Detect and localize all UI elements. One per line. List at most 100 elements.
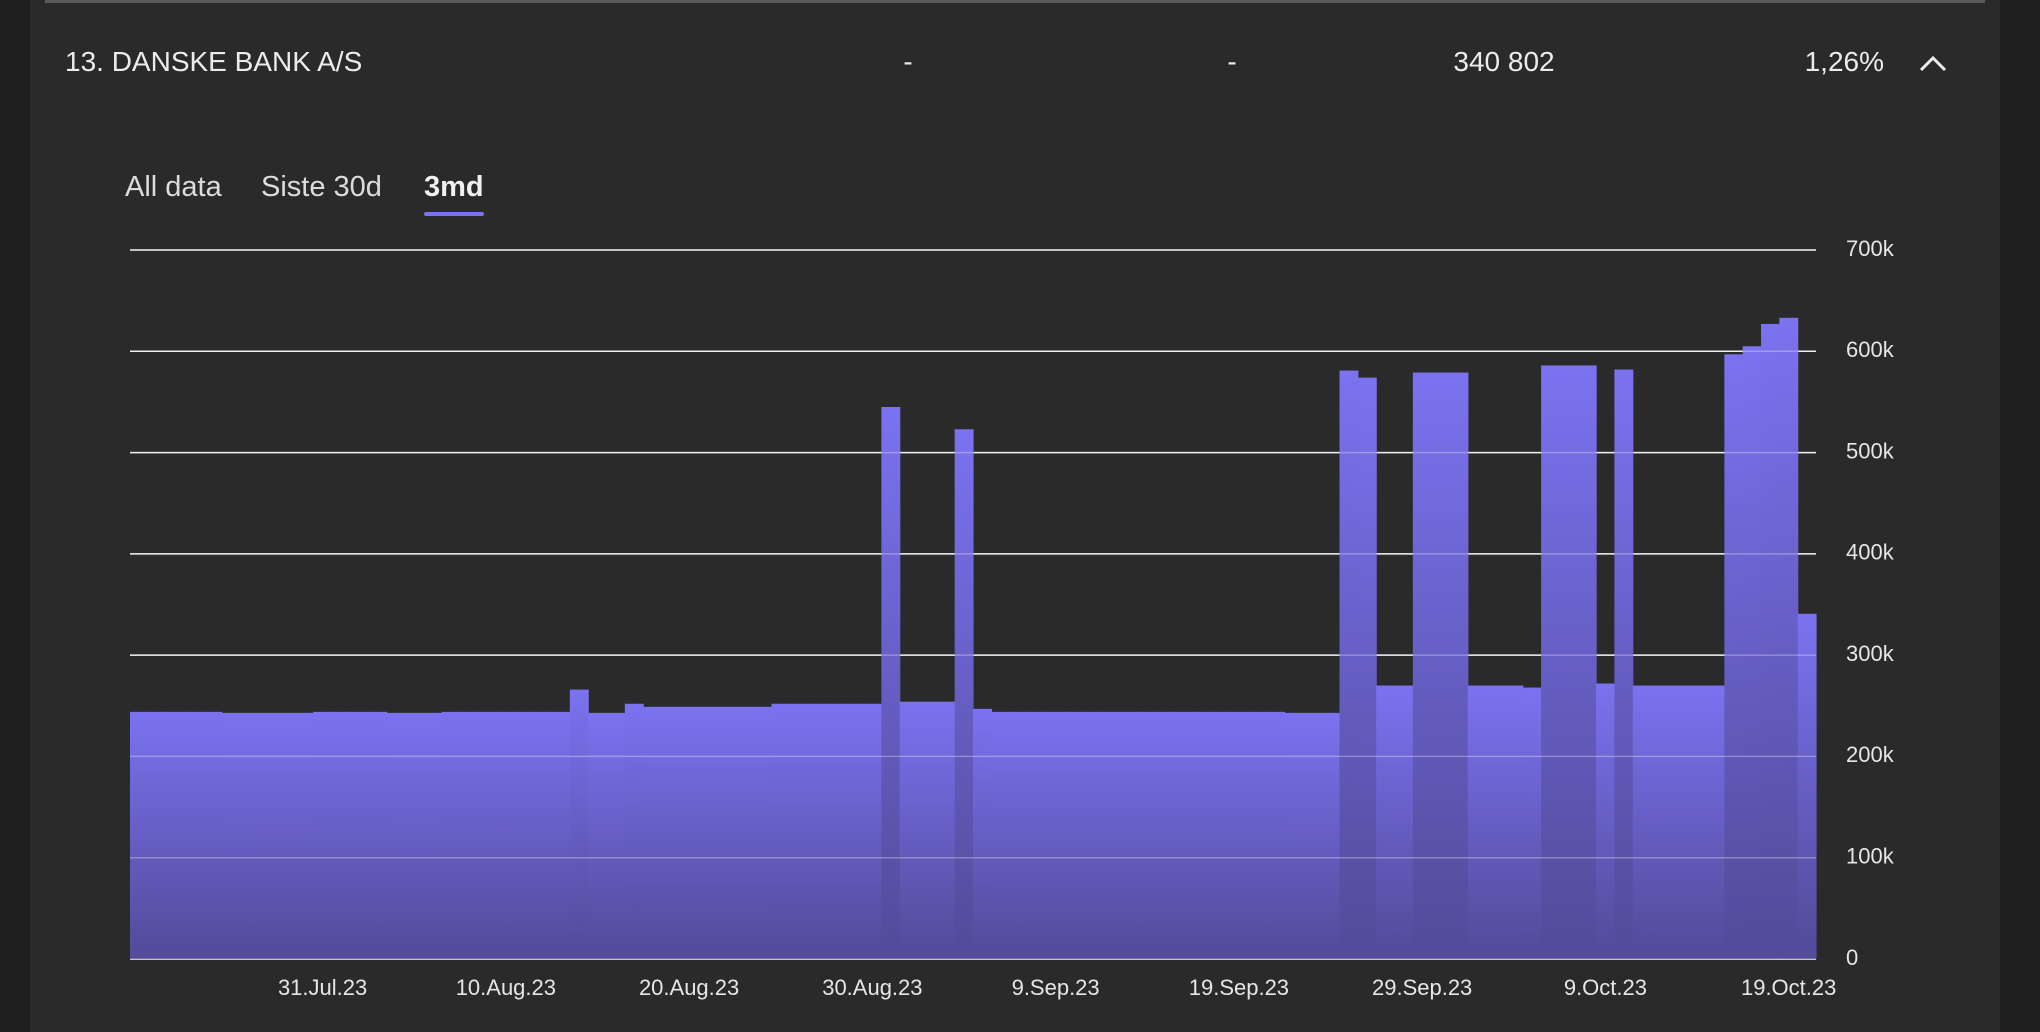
area-step [239,712,259,959]
area-step [130,711,149,959]
y-tick-label: 500k [1846,438,1895,463]
area-step [1614,369,1634,959]
area-step [1449,372,1469,959]
area-step [1504,685,1524,959]
area-step [863,703,882,959]
area-step [771,703,791,959]
collapse-chevron[interactable] [1913,45,1953,85]
area-step [221,712,241,959]
x-tick-label: 29.Sep.23 [1372,975,1472,1000]
tab[interactable]: Siste 30d [261,171,382,203]
area-step [404,712,424,959]
area-step [1101,711,1121,959]
y-tick-label: 700k [1846,236,1895,261]
area-step [331,711,351,959]
row-value: - [1227,46,1237,77]
x-tick-label: 31.Jul.23 [278,975,367,1000]
area-step [753,706,773,959]
area-step [1266,711,1286,959]
tab[interactable]: All data [125,171,222,203]
area-step [533,711,553,959]
area-step [661,706,681,959]
area-step [1779,317,1799,959]
area-step [276,712,296,959]
area-step [1192,711,1212,959]
area-step [1669,685,1689,959]
x-tick-label: 9.Oct.23 [1564,975,1647,1000]
area-step [1082,711,1102,959]
y-tick-label: 400k [1846,540,1895,565]
area-step [1541,365,1561,960]
area-step [166,711,186,959]
x-tick-label: 19.Oct.23 [1741,975,1836,1000]
area-step [624,703,644,959]
area-step [1321,712,1341,959]
area-step [899,701,919,959]
x-tick-label: 9.Sep.23 [1012,975,1100,1000]
area-step [936,701,956,959]
area-step [1302,712,1322,959]
area-step [258,712,278,959]
area-step [1651,685,1670,959]
area-step [789,703,809,959]
area-step [1706,685,1725,959]
area-step [606,712,626,959]
area-step [459,711,479,959]
area-step [1394,685,1414,959]
y-tick-label: 0 [1846,945,1858,970]
area-step [148,711,168,959]
area-step [1009,711,1029,959]
area-step [1724,354,1744,959]
area-step [1046,711,1066,959]
area-step [1027,711,1047,959]
area-step [1559,365,1579,960]
area-step [1156,711,1176,959]
area-step [1119,711,1139,959]
area-step [1486,685,1506,959]
area-step [643,706,663,959]
x-tick-label: 19.Sep.23 [1189,975,1289,1000]
area-step [441,711,461,959]
x-tick-label: 20.Aug.23 [639,975,739,1000]
area-step [1687,685,1707,959]
y-tick-label: 100k [1846,844,1895,869]
area-step [826,703,846,959]
area-step [716,706,736,959]
area-step [1742,346,1762,959]
area-step [1247,711,1267,959]
row-value: 1,26% [1804,46,1884,77]
area-step [386,712,406,959]
area-step [1522,687,1542,959]
row-value: 340 802 [1453,46,1555,77]
area-step [294,712,314,959]
y-tick-label: 300k [1846,641,1895,666]
area-step [973,708,992,959]
area-step [698,706,718,959]
row-title: 13. DANSKE BANK A/S [65,46,363,77]
area-step [1211,711,1231,959]
area-step [1431,372,1451,959]
area-step [368,711,388,959]
area-step [1761,323,1780,959]
area-step [184,711,204,959]
area-step [1174,711,1194,959]
y-tick-label: 200k [1846,742,1895,767]
area-step [478,711,498,959]
row-value: - [903,46,913,77]
area-step [918,701,937,959]
area-step [881,406,901,959]
area-step [349,711,369,959]
x-tick-label: 10.Aug.23 [456,975,556,1000]
area-step [808,703,827,959]
area-step [496,711,516,959]
area-step [203,711,223,959]
area-step [1064,711,1084,959]
area-step [1596,683,1616,959]
area-step [1376,685,1396,959]
area-step [734,706,754,959]
area-step [1137,711,1157,959]
area-step [1577,365,1597,960]
tab[interactable]: 3md [424,168,484,216]
